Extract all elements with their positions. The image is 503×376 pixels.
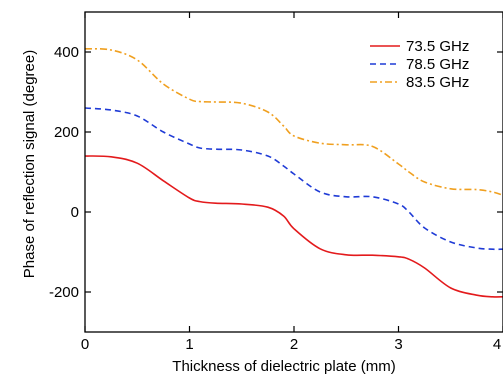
y-tick-label: 200 <box>54 124 79 141</box>
legend-label-2: 78.5 GHz <box>406 56 469 73</box>
y-tick-label: 0 <box>71 204 79 221</box>
y-tick-label: 400 <box>54 44 79 61</box>
y-axis-label: Phase of reflection signal (degree) <box>21 50 38 278</box>
series-line-2 <box>84 107 503 251</box>
x-tick-label: 2 <box>290 336 298 353</box>
series-line-3 <box>84 47 503 196</box>
x-axis-label: Thickness of dielectric plate (mm) <box>172 358 395 375</box>
series-line-1 <box>84 155 503 298</box>
y-tick-label: -200 <box>49 284 79 301</box>
axes: 0 1 2 3 4 -200 0 200 400 <box>49 11 503 353</box>
x-tick-label: 3 <box>394 336 402 353</box>
legend-label-3: 83.5 GHz <box>406 74 469 91</box>
x-tick-label: 4 <box>493 336 501 353</box>
legend-label-1: 73.5 GHz <box>406 38 469 55</box>
x-tick-label: 0 <box>81 336 89 353</box>
x-tick-label: 1 <box>185 336 193 353</box>
plot-area <box>84 47 503 298</box>
